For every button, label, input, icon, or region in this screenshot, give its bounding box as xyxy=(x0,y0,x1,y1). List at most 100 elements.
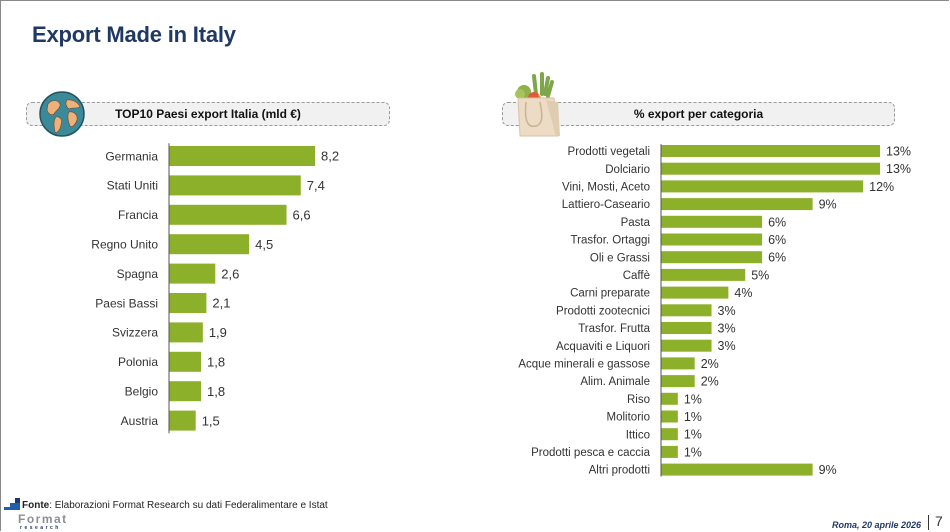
grocery-bag-icon xyxy=(515,72,560,137)
bar xyxy=(661,463,813,476)
bar xyxy=(169,234,250,255)
slide-date: Roma, 20 aprile 2026 xyxy=(832,520,922,530)
data-label: 1% xyxy=(684,445,702,459)
data-label: 1% xyxy=(684,428,702,442)
category-label: Paesi Bassi xyxy=(95,296,158,310)
category-label: Prodotti zootecnici xyxy=(556,305,650,317)
bar xyxy=(661,339,712,352)
data-label: 6% xyxy=(768,233,786,247)
category-label: Riso xyxy=(627,394,650,406)
category-label: Oli e Grassi xyxy=(590,252,650,264)
bar xyxy=(661,286,729,299)
format-research-logo-icon xyxy=(4,498,20,510)
bar xyxy=(661,392,678,405)
bar xyxy=(661,375,695,388)
data-label: 7,4 xyxy=(307,178,325,193)
category-label: Regno Unito xyxy=(91,238,158,252)
bar xyxy=(661,180,864,193)
category-label: Belgio xyxy=(125,385,159,399)
data-label: 9% xyxy=(819,463,837,477)
data-label: 1% xyxy=(684,410,702,424)
bar xyxy=(661,215,763,228)
data-label: 13% xyxy=(886,145,911,159)
data-label: 3% xyxy=(718,322,736,336)
category-label: Acquaviti e Liquori xyxy=(556,341,650,353)
category-label: Polonia xyxy=(118,355,158,369)
bar xyxy=(169,410,196,431)
bar xyxy=(661,162,880,175)
bar xyxy=(169,351,202,372)
data-label: 6% xyxy=(768,215,786,229)
bar xyxy=(661,251,763,264)
bar xyxy=(661,198,813,211)
category-label: Carni preparate xyxy=(570,288,650,300)
bar xyxy=(661,304,712,317)
category-label: Ittico xyxy=(626,429,650,441)
category-label: Stati Uniti xyxy=(107,179,158,193)
bar xyxy=(661,322,712,334)
data-label: 1,8 xyxy=(207,384,225,399)
chart-left-title-text: TOP10 Paesi export Italia (mld €) xyxy=(115,107,301,121)
bar xyxy=(169,381,202,402)
category-label: Austria xyxy=(121,414,159,428)
bar xyxy=(169,263,216,284)
chart-left-title: TOP10 Paesi export Italia (mld €) xyxy=(26,102,390,126)
bar xyxy=(169,322,203,343)
data-label: 1,9 xyxy=(209,325,227,340)
bar xyxy=(661,233,763,246)
category-label: Trasfor. Frutta xyxy=(578,323,650,335)
category-label: Svizzera xyxy=(112,326,158,340)
category-label: Acque minerali e gassose xyxy=(518,359,650,371)
category-label: Vini, Mosti, Aceto xyxy=(562,182,650,194)
category-label: Alim. Animale xyxy=(580,376,650,388)
source-label: Fonte xyxy=(22,500,50,511)
data-label: 2,1 xyxy=(212,296,230,311)
data-label: 8,2 xyxy=(321,149,339,164)
data-label: 13% xyxy=(886,162,911,176)
footer-separator xyxy=(928,515,929,530)
data-label: 1,5 xyxy=(202,413,220,428)
logo-text: Format xyxy=(18,512,68,526)
data-label: 12% xyxy=(869,180,894,194)
bar xyxy=(169,146,315,166)
globe-icon xyxy=(39,91,85,137)
data-label: 6,6 xyxy=(293,207,311,222)
category-label: Prodotti vegetali xyxy=(568,146,650,158)
data-label: 3% xyxy=(718,339,736,353)
category-label: Francia xyxy=(118,208,158,222)
category-label: Germania xyxy=(105,149,158,163)
data-label: 4% xyxy=(734,286,752,300)
chart-right-title: % export per categoria xyxy=(502,102,895,126)
category-label: Trasfor. Ortaggi xyxy=(571,235,650,247)
category-label: Pasta xyxy=(621,217,651,229)
bar xyxy=(169,204,287,225)
bar xyxy=(661,445,678,458)
category-label: Spagna xyxy=(117,267,159,281)
category-label: Prodotti pesca e caccia xyxy=(531,447,651,459)
bar xyxy=(169,293,207,313)
page-title: Export Made in Italy xyxy=(32,22,236,47)
category-label: Lattiero-Caseario xyxy=(562,199,650,211)
data-label: 2% xyxy=(701,357,719,371)
bar xyxy=(661,357,695,370)
data-label: 6% xyxy=(768,251,786,265)
category-label: Molitorio xyxy=(607,412,650,424)
logo-subtext: research xyxy=(20,525,61,531)
bar xyxy=(661,428,678,441)
category-label: Dolciario xyxy=(605,164,650,176)
bar xyxy=(661,268,746,281)
data-label: 2% xyxy=(701,375,719,389)
category-label: Caffè xyxy=(623,270,650,282)
data-label: 9% xyxy=(819,198,837,212)
data-label: 5% xyxy=(751,268,769,282)
source-note: Fonte: Elaborazioni Format Research su d… xyxy=(22,500,328,511)
data-label: 1,8 xyxy=(207,354,225,369)
bar xyxy=(661,410,678,423)
data-label: 3% xyxy=(718,304,736,318)
source-text: : Elaborazioni Format Research su dati F… xyxy=(49,500,328,511)
chart-right-title-text: % export per categoria xyxy=(633,107,764,121)
bar xyxy=(169,175,301,196)
data-label: 4,5 xyxy=(255,237,273,252)
